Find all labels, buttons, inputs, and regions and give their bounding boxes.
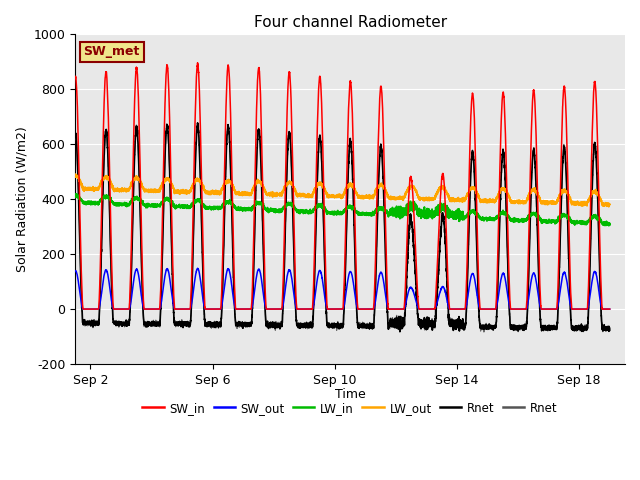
Title: Four channel Radiometer: Four channel Radiometer	[253, 15, 447, 30]
Text: SW_met: SW_met	[83, 46, 140, 59]
Legend: SW_in, SW_out, LW_in, LW_out, Rnet, Rnet: SW_in, SW_out, LW_in, LW_out, Rnet, Rnet	[138, 397, 563, 420]
Y-axis label: Solar Radiation (W/m2): Solar Radiation (W/m2)	[15, 126, 28, 272]
X-axis label: Time: Time	[335, 388, 365, 401]
